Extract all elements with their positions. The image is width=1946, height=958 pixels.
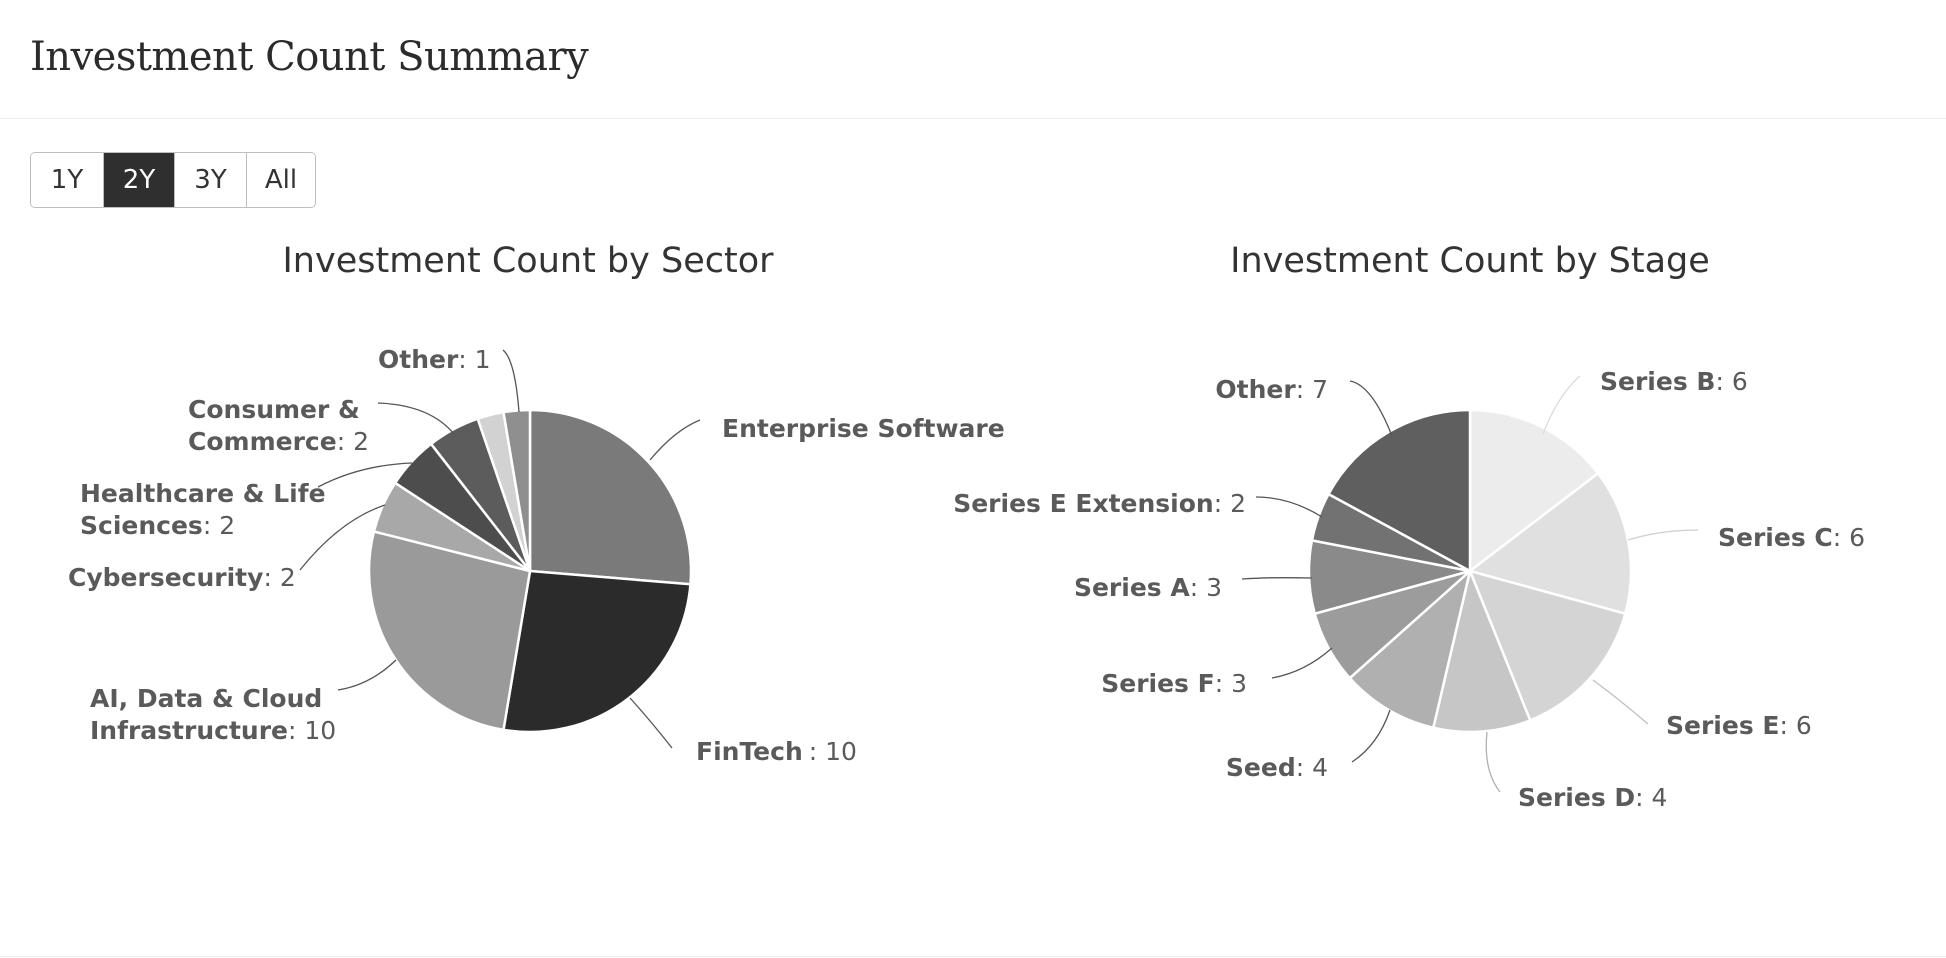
leader-fintech	[629, 697, 673, 749]
leader-enterprise-software	[649, 419, 701, 461]
sector-slice-other-7[interactable]	[502, 408, 532, 573]
stage-leaders	[1241, 375, 1699, 793]
stage-chart: Investment Count by Stage Series B: 6 Se…	[953, 241, 1865, 812]
label-consumer: Consumer & Commerce: 2	[188, 395, 369, 456]
leader-cybersecurity	[299, 504, 386, 571]
footer-divider	[0, 956, 1946, 957]
range-selector: 1Y 2Y 3Y All	[30, 152, 316, 208]
page-header: Investment Count Summary	[0, 0, 1946, 119]
stage-chart-title: Investment Count by Stage	[1230, 241, 1710, 281]
sector-chart-title: Investment Count by Sector	[282, 241, 774, 281]
label-series-a: Series A: 3	[1074, 573, 1222, 602]
sector-leaders	[299, 349, 701, 749]
label-enterprise-software: Enterprise Software	[722, 414, 1005, 443]
stage-slice-seed-4[interactable]	[1348, 569, 1472, 730]
leader-series-a	[1241, 577, 1313, 580]
label-series-e: Series E: 6	[1666, 711, 1812, 740]
leader-ai-data-cloud	[337, 659, 397, 691]
label-series-b: Series B: 6	[1600, 367, 1748, 396]
sector-labels: Enterprise Software FinTech: 10 AI, Data…	[68, 345, 1005, 766]
leader-series-e	[1592, 679, 1649, 725]
sector-slice-fintech-1[interactable]	[502, 569, 692, 734]
leader-other-stage	[1349, 380, 1393, 437]
sector-slice-ai-data-cloud-infrastructure-2[interactable]	[367, 530, 532, 732]
stage-slice-series-e-2[interactable]	[1468, 569, 1627, 722]
stage-labels: Series B: 6 Series C: 6 Series E: 6 Seri…	[953, 367, 1865, 812]
label-seed: Seed: 4	[1226, 753, 1328, 782]
sector-chart: Investment Count by Sector Enterprise So…	[68, 241, 1005, 766]
leader-series-b	[1542, 375, 1581, 435]
label-ai-data-cloud: AI, Data & Cloud Infrastructure: 10	[90, 684, 336, 745]
page-title: Investment Count Summary	[30, 34, 589, 80]
leader-healthcare	[317, 462, 413, 488]
range-button-3y[interactable]: 3Y	[175, 153, 247, 207]
label-series-d: Series D: 4	[1518, 783, 1667, 812]
leader-series-f	[1271, 647, 1333, 679]
leader-series-c	[1627, 529, 1699, 541]
stage-slice-other-8[interactable]	[1327, 408, 1472, 573]
sector-slice-enterprise-software-0[interactable]	[528, 408, 693, 586]
label-series-e-extension: Series E Extension: 2	[953, 489, 1246, 518]
label-series-c: Series C: 6	[1718, 523, 1865, 552]
label-healthcare: Healthcare & Life Sciences: 2	[80, 479, 326, 540]
leader-other-sector	[502, 349, 520, 413]
stage-slices	[1307, 408, 1633, 734]
range-button-2y[interactable]: 2Y	[104, 153, 175, 207]
stage-slice-series-c-1[interactable]	[1468, 472, 1633, 615]
leader-consumer	[377, 402, 455, 435]
label-series-f: Series F: 3	[1101, 669, 1247, 698]
range-button-all[interactable]: All	[247, 153, 315, 207]
stage-slice-series-d-3[interactable]	[1432, 569, 1532, 734]
label-fintech: FinTech: 10	[696, 737, 857, 766]
range-button-1y[interactable]: 1Y	[31, 153, 104, 207]
sector-slices	[367, 408, 693, 734]
label-cybersecurity: Cybersecurity: 2	[68, 563, 296, 592]
leader-series-d	[1485, 731, 1501, 793]
leader-series-e-extension	[1255, 496, 1323, 518]
label-other-stage: Other: 7	[1215, 375, 1328, 404]
label-other-sector: Other: 1	[378, 345, 491, 374]
stage-slice-series-b-0[interactable]	[1468, 408, 1600, 573]
leader-seed	[1351, 709, 1391, 763]
